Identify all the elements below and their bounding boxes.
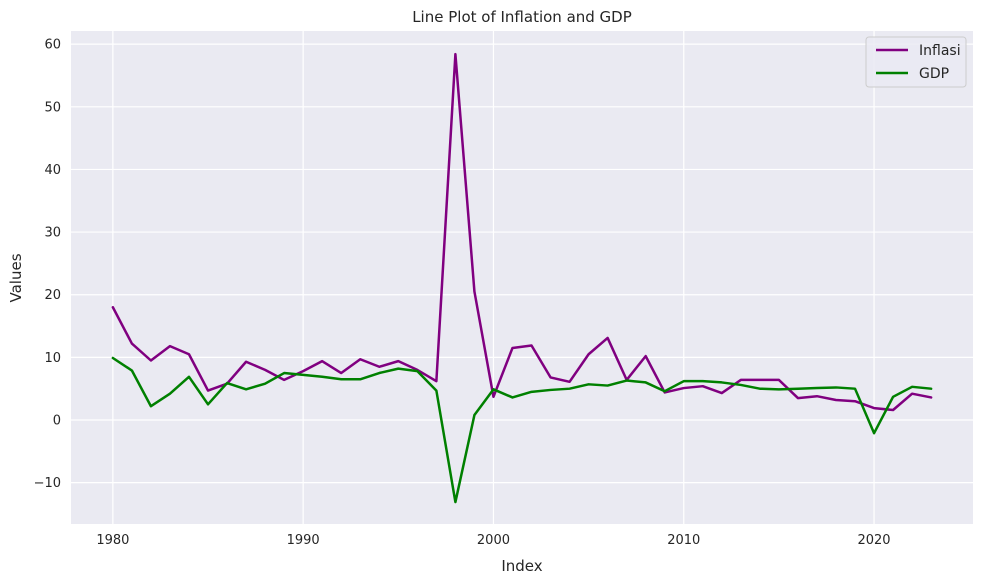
- x-axis-label: Index: [501, 557, 542, 575]
- y-tick-label: 30: [44, 226, 61, 241]
- x-tick-label: 2000: [477, 533, 510, 548]
- x-tick-label: 2020: [857, 533, 890, 548]
- y-tick-label: 40: [44, 163, 61, 178]
- y-tick-label: 20: [44, 288, 61, 303]
- legend: Inflasi GDP: [865, 36, 967, 88]
- legend-label-inflasi: Inflasi: [919, 43, 961, 59]
- legend-label-gdp: GDP: [919, 66, 949, 82]
- y-axis-label: Values: [7, 253, 25, 302]
- series-line-inflasi: [111, 52, 933, 412]
- y-tick-label: 60: [44, 38, 61, 53]
- y-tick-label: 0: [53, 414, 61, 429]
- plot-area-background: [71, 31, 973, 524]
- x-tick-labels: 1980 1990 2000 2010 2020: [96, 533, 890, 548]
- x-tick-label: 1980: [96, 533, 129, 548]
- x-tick-label: 2010: [667, 533, 700, 548]
- y-tick-label: 50: [44, 100, 61, 115]
- x-tick-label: 1990: [287, 533, 320, 548]
- series-line-gdp: [111, 356, 933, 504]
- y-tick-label: 10: [44, 351, 61, 366]
- y-tick-label: −10: [34, 476, 61, 491]
- chart-title: Line Plot of Inflation and GDP: [412, 8, 632, 26]
- grid-lines: [71, 31, 973, 524]
- y-tick-labels: −10 0 10 20 30 40 50 60: [34, 38, 61, 492]
- series-lines: [111, 52, 933, 504]
